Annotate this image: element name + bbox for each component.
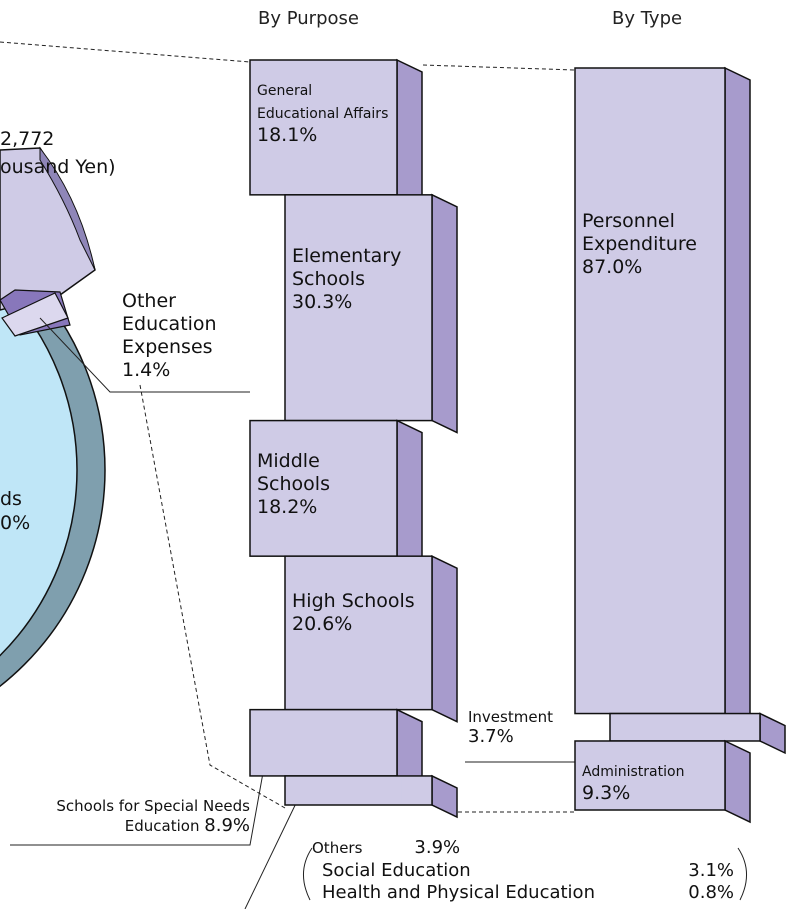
bar <box>284 194 433 422</box>
leader-line <box>244 794 301 909</box>
bar <box>284 555 433 711</box>
bar-side <box>759 712 786 755</box>
bar <box>574 67 726 715</box>
pie-text: ds <box>0 488 22 510</box>
bar-label: Personnel Expenditure 87.0% <box>582 210 720 279</box>
bar-label: Administration 9.3% <box>582 759 720 805</box>
dashed-line <box>139 384 286 809</box>
value-label: 9.3% <box>582 781 631 804</box>
bar-label: Elementary Schools 30.3% <box>292 245 427 314</box>
sub-value-label: 3.1% <box>688 860 734 881</box>
bar-label: Others 3.9% <box>312 838 512 858</box>
leader-line <box>39 317 250 393</box>
leader-line <box>10 744 269 846</box>
category-label: Middle Schools <box>257 450 330 496</box>
value-label: 30.3% <box>292 290 353 313</box>
pie-text: ousand Yen) <box>0 156 116 178</box>
value-label: 87.0% <box>582 256 643 279</box>
bar <box>284 775 433 806</box>
bar <box>249 59 398 196</box>
dashed-line <box>0 41 251 63</box>
bar-side <box>396 58 423 209</box>
bar-label: Schools for Special Needs Education 8.9% <box>10 797 250 836</box>
category-label: General Educational Affairs <box>257 83 389 122</box>
chart-title: By Purpose <box>258 8 359 29</box>
slice-name: Other Education Expenses <box>122 290 217 358</box>
bar-side <box>431 554 458 723</box>
pie-fragment <box>0 146 106 688</box>
bar-side <box>431 774 458 819</box>
dashed-line <box>422 64 576 71</box>
value-label: 18.2% <box>257 496 318 519</box>
category-label: High Schools <box>292 589 415 612</box>
bracket <box>303 847 313 901</box>
bar-label: Investment 3.7% <box>468 708 578 747</box>
pie-text: 0% <box>0 512 31 534</box>
bar <box>609 712 761 742</box>
slice-label: Other Education Expenses 1.4% <box>122 290 252 382</box>
bar <box>249 419 398 557</box>
bar-label: General Educational Affairs 18.1% <box>257 78 392 147</box>
bar <box>574 740 726 811</box>
sub-value-label: 0.8% <box>688 882 734 903</box>
category-label: Personnel Expenditure <box>582 210 697 256</box>
sub-label: Health and Physical Education 0.8% <box>322 882 742 903</box>
value-label: 3.7% <box>468 726 514 747</box>
bracket <box>737 847 747 901</box>
sub-category-label: Health and Physical Education <box>322 882 595 903</box>
slice-value: 1.4% <box>122 359 171 381</box>
bar <box>249 708 398 777</box>
bar-label: High Schools 20.6% <box>292 590 427 636</box>
value-label: 18.1% <box>257 124 318 146</box>
value-label: 3.9% <box>414 837 461 858</box>
pie-text: 2,772 <box>0 128 55 150</box>
bar-label: Middle Schools 18.2% <box>257 450 392 519</box>
category-label: Others <box>312 839 363 857</box>
pie-face <box>0 283 78 657</box>
chart-title: By Type <box>612 8 683 29</box>
pie-slice-side <box>39 146 96 271</box>
bar-side <box>724 739 751 824</box>
category-label: Investment <box>468 708 553 726</box>
value-label: 8.9% <box>204 815 250 836</box>
category-label: Schools for Special Needs Education <box>56 797 250 835</box>
pie-small-slice <box>1 292 69 337</box>
category-label: Elementary Schools <box>292 244 402 290</box>
value-label: 20.6% <box>292 612 353 635</box>
category-label: Administration <box>582 763 685 780</box>
bar-side <box>724 66 751 727</box>
sub-category-label: Social Education <box>322 860 471 881</box>
bar-side <box>431 193 458 434</box>
sub-label: Social Education 3.1% <box>322 860 742 881</box>
bar-side <box>396 419 423 570</box>
